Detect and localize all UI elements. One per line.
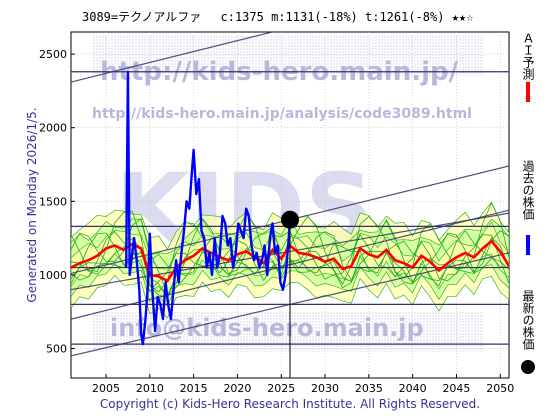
generated-date-label: Generated on Monday 2026/1/5. xyxy=(25,107,39,302)
x-tick-label: 2015 xyxy=(180,382,208,395)
historical-price-line xyxy=(125,70,292,346)
watermark-dot-field-bottom xyxy=(92,312,484,352)
watermark-dot-field xyxy=(92,36,484,76)
legend-swatch-dot xyxy=(521,360,535,374)
legend-label: ＡＩ予測 xyxy=(521,32,535,81)
x-tick-label: 2005 xyxy=(92,382,120,395)
x-tick-label: 2030 xyxy=(311,382,339,395)
y-tick-label: 500 xyxy=(46,343,67,356)
watermark-url-analysis: http://kids-hero.main.jp/analysis/code30… xyxy=(92,106,472,122)
y-tick-label: 1500 xyxy=(39,195,67,208)
latest-price-dot xyxy=(281,210,299,229)
y-tick-label: 1000 xyxy=(39,269,67,282)
x-tick-label: 2035 xyxy=(355,382,383,395)
x-tick-label: 2050 xyxy=(486,382,514,395)
legend-label: 最新の株価 xyxy=(521,290,535,350)
y-tick-label: 2500 xyxy=(39,48,67,61)
copyright-footer: Copyright (c) Kids-Hero Research Institu… xyxy=(100,397,480,411)
legend-label: 過去の株価 xyxy=(521,160,535,220)
x-tick-label: 2020 xyxy=(223,382,251,395)
x-tick-label: 2040 xyxy=(399,382,427,395)
y-tick-label: 2000 xyxy=(39,122,67,135)
x-tick-label: 2010 xyxy=(136,382,164,395)
chart-title: 3089=テクノアルファ c:1375 m:1131(-18%) t:1261(… xyxy=(82,10,473,24)
x-tick-label: 2025 xyxy=(267,382,295,395)
trend-line xyxy=(71,32,275,83)
axes: 2005 2010 2015 2020 2025 2030 2035 2040 2045 2050… xyxy=(39,48,514,395)
latest-marker-layer xyxy=(281,210,299,378)
x-tick-label: 2045 xyxy=(442,382,470,395)
